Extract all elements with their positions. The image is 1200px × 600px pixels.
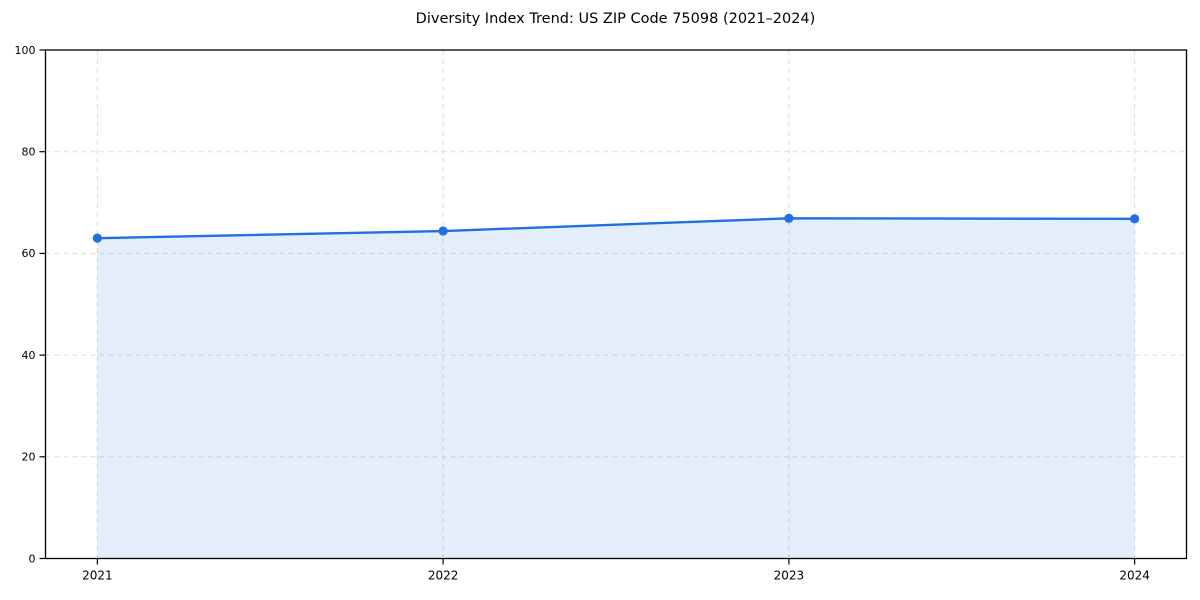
data-point-marker: [784, 213, 794, 223]
x-tick-label: 2021: [82, 569, 113, 583]
y-tick-label: 40: [22, 349, 36, 362]
plot-border: [44, 49, 1188, 560]
y-tick-label: 100: [15, 44, 36, 57]
y-tick-label: 20: [22, 451, 36, 464]
area-fill: [97, 218, 1135, 559]
y-tick-label: 80: [22, 146, 36, 159]
y-tick-label: 0: [29, 552, 36, 565]
x-tick-label: 2022: [428, 569, 459, 583]
data-point-marker: [92, 233, 102, 243]
x-tick-label: 2024: [1119, 569, 1150, 583]
data-point-marker: [1130, 214, 1140, 224]
trend-line: [96, 217, 1136, 240]
data-point-marker: [438, 226, 448, 236]
y-tick-label: 60: [22, 247, 36, 260]
chart-title: Diversity Index Trend: US ZIP Code 75098…: [415, 11, 816, 27]
x-tick-label: 2023: [774, 569, 805, 583]
